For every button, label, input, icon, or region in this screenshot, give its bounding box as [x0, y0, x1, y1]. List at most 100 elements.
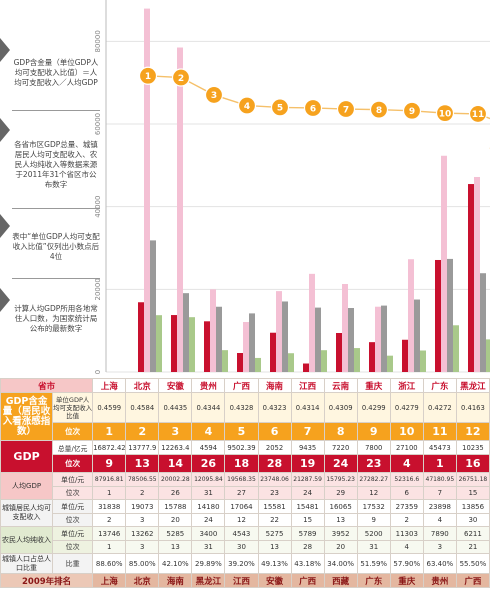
table-cell: 3 — [125, 540, 160, 554]
province-cell: 贵州 — [191, 378, 226, 393]
table-cell: 13 — [158, 540, 193, 554]
table-cell: 51.59% — [356, 553, 391, 574]
divider — [12, 278, 100, 279]
table-cell: 27 — [224, 486, 259, 500]
table-cell: 42.10% — [158, 553, 193, 574]
note-arrow-icon — [0, 214, 10, 238]
bar-gdp_total — [204, 321, 210, 372]
bar-urban_income — [348, 308, 354, 372]
table-cell: 9 — [356, 422, 391, 441]
table-cell: 31 — [191, 486, 226, 500]
table-cell: 24 — [290, 486, 325, 500]
bar-rural_income — [420, 350, 426, 372]
table-cell: 28 — [290, 540, 325, 554]
bar-per_capita_gdp — [243, 322, 249, 372]
rank-label: 位次 — [52, 422, 94, 441]
table-cell: 5285 — [158, 526, 193, 541]
table-cell: 57.90% — [389, 553, 424, 574]
table-cell: 13262 — [125, 526, 160, 541]
table-cell: 0.4584 — [125, 392, 160, 423]
table-cell: 7890 — [422, 526, 457, 541]
table-cell: 9502.39 — [224, 440, 259, 455]
table-cell: 西藏 — [323, 573, 358, 588]
table-cell: 11303 — [389, 526, 424, 541]
rank-badge — [402, 101, 422, 120]
table-cell: 7800 — [356, 440, 391, 455]
rank-label: 位次 — [52, 513, 94, 527]
table-cell: 30 — [224, 540, 259, 554]
table-cell: 12 — [224, 513, 259, 527]
table-cell: 29 — [323, 486, 358, 500]
rank-badge — [237, 96, 257, 115]
table-cell: 9435 — [290, 440, 325, 455]
table-row: 位次 9 13 14 26 18 28 19 24 23 4 1 16 — [1, 454, 490, 473]
table-row: 人均GDP 单位/元 87916.81 78506.55 20002.28 12… — [0, 472, 490, 500]
rank-badge-label: 7 — [343, 105, 349, 115]
y-tick-label: 0 — [94, 370, 102, 374]
rank-badge — [303, 98, 323, 118]
bar-gdp_total — [468, 184, 474, 372]
bar-urban_income — [447, 258, 453, 372]
rank-badge — [138, 66, 158, 85]
gdp-gold-sub: 单位GDP人均可支配收入比值 — [52, 392, 94, 423]
table-cell: 8 — [323, 422, 358, 441]
rank-badge — [270, 98, 290, 117]
table-cell: 6211 — [455, 526, 490, 541]
ratio-label: 比重 — [52, 553, 94, 574]
bar-per_capita_gdp — [342, 284, 348, 372]
per-capita-label: 人均GDP — [0, 472, 54, 500]
bar-per_capita_gdp — [309, 273, 315, 372]
table-cell: 87916.81 — [92, 472, 127, 487]
table-cell: 10235 — [455, 440, 490, 455]
province-cell: 江西 — [290, 378, 325, 393]
table-cell: 4 — [389, 454, 424, 473]
table-cell: 0.4279 — [389, 392, 424, 423]
bar-per_capita_gdp — [177, 47, 183, 373]
province-cell: 黑龙江 — [455, 378, 490, 393]
table-cell: 13 — [323, 513, 358, 527]
table-cell: 重庆 — [389, 573, 424, 588]
rank-badge-label: 11 — [472, 110, 485, 120]
bar-gdp_total — [435, 259, 441, 372]
table-cell: 江西 — [224, 573, 259, 588]
bar-gdp_total — [171, 315, 177, 372]
table-cell: 34.00% — [323, 553, 358, 574]
table-cell: 27100 — [389, 440, 424, 455]
table-cell: 18 — [224, 454, 259, 473]
y-tick-label: 60000 — [94, 113, 102, 135]
bar-urban_income — [315, 307, 321, 372]
rank-label: 位次 — [52, 540, 94, 554]
note-formula: GDP含金量（单位GDP人均可支配收入比值）＝人均可支配收入／人均GDP — [13, 58, 99, 87]
table-cell: 2 — [92, 513, 127, 527]
table-cell: 0.4163 — [455, 392, 490, 423]
table-cell: 24 — [191, 513, 226, 527]
table-cell: 24 — [323, 454, 358, 473]
table-cell: 23898 — [422, 499, 457, 514]
table-cell: 3 — [158, 422, 193, 441]
table-row: 城镇居民人均可支配收入 单位/元 31838 19073 15788 14180… — [0, 499, 490, 527]
bar-rural_income — [354, 348, 360, 372]
table-cell: 4 — [422, 513, 457, 527]
table-cell: 0.4323 — [257, 392, 292, 423]
table-cell: 16 — [455, 454, 490, 473]
bar-rural_income — [486, 339, 490, 372]
bar-per_capita_gdp — [474, 176, 480, 372]
y-tick-label: 80000 — [94, 30, 102, 52]
province-cell: 上海 — [92, 378, 127, 393]
table-cell: 47180.95 — [422, 472, 457, 487]
bar-per_capita_gdp — [210, 289, 216, 372]
bar-rural_income — [288, 353, 294, 372]
table-row: 位次 1 2 26 31 27 23 24 29 12 6 7 15 — [1, 486, 490, 500]
table-cell: 7 — [422, 486, 457, 500]
table-cell: 12095.84 — [191, 472, 226, 487]
rank-badge — [468, 104, 488, 124]
table-cell: 3400 — [191, 526, 226, 541]
table-cell: 31838 — [92, 499, 127, 514]
table-cell: 19073 — [125, 499, 160, 514]
rank-badge-label: 8 — [376, 106, 382, 116]
table-row: GDP含金量（居民收入看涨感指数） 单位GDP人均可支配收入比值 0.4599 … — [0, 392, 490, 441]
table-row: 位次 1 3 13 31 30 13 28 20 31 4 3 21 — [1, 540, 490, 554]
table-cell: 0.4328 — [224, 392, 259, 423]
bar-gdp_total — [336, 333, 342, 372]
bar-gdp_total — [138, 302, 144, 372]
